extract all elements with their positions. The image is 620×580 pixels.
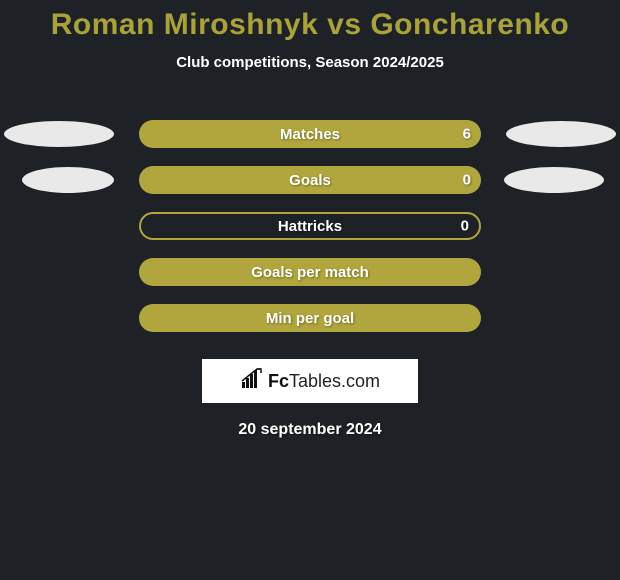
logo-text-rest: Tables.com <box>289 371 380 391</box>
stat-bar: Goals 0 <box>139 166 481 194</box>
stat-label: Goals per match <box>251 264 369 281</box>
stat-value: 6 <box>463 126 471 143</box>
stat-value: 0 <box>461 218 469 235</box>
stat-bar: Hattricks 0 <box>139 212 481 240</box>
stat-row: Goals 0 <box>0 157 620 203</box>
player-ellipse-left <box>4 121 114 147</box>
stat-bar: Min per goal <box>139 304 481 332</box>
stat-row: Matches 6 <box>0 111 620 157</box>
stat-label: Min per goal <box>266 310 354 327</box>
logo-text-bold: Fc <box>268 371 289 391</box>
stat-value: 0 <box>463 172 471 189</box>
stats-rows: Matches 6 Goals 0 Hattricks 0 Goals per match M… <box>0 111 620 341</box>
player-ellipse-left <box>22 167 114 193</box>
logo-box: FcTables.com <box>202 359 418 403</box>
stat-label: Matches <box>280 126 340 143</box>
stat-label: Hattricks <box>278 218 342 235</box>
player-ellipse-right <box>504 167 604 193</box>
stat-label: Goals <box>289 172 331 189</box>
date-text: 20 september 2024 <box>0 421 620 439</box>
logo-text: FcTables.com <box>268 371 380 392</box>
stat-row: Min per goal <box>0 295 620 341</box>
player-ellipse-right <box>506 121 616 147</box>
page-subtitle: Club competitions, Season 2024/2025 <box>0 54 620 71</box>
logo-chart-icon <box>240 368 264 395</box>
stat-row: Goals per match <box>0 249 620 295</box>
stat-bar: Goals per match <box>139 258 481 286</box>
stat-row: Hattricks 0 <box>0 203 620 249</box>
stat-bar: Matches 6 <box>139 120 481 148</box>
page-title: Roman Miroshnyk vs Goncharenko <box>0 0 620 42</box>
